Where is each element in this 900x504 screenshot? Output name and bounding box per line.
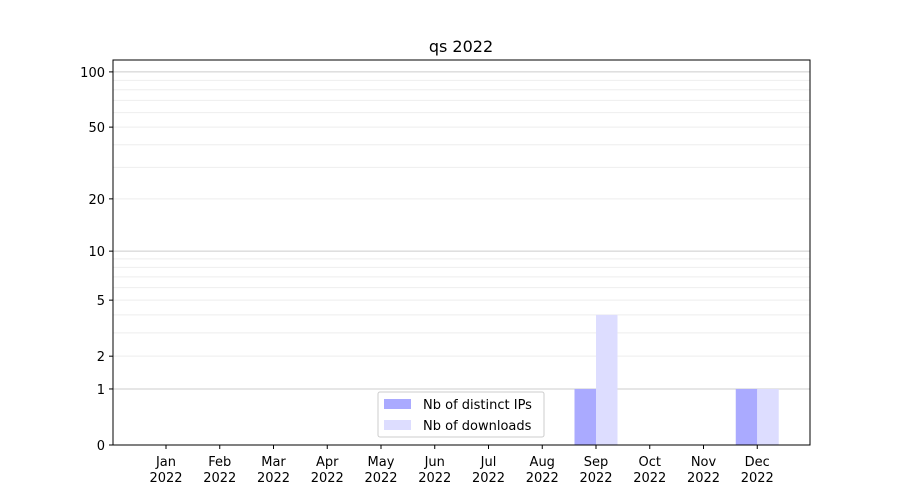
y-axis: 0 1 2 5 10 20 50 100: [80, 66, 113, 454]
y-tick-label: 1: [97, 383, 105, 398]
x-tick-label-month: Nov: [691, 455, 717, 470]
x-tick-label-month: Apr: [316, 455, 339, 470]
x-tick-label-month: Oct: [639, 455, 661, 470]
bar-distinct-ips: [735, 388, 758, 445]
x-tick-label-month: Mar: [261, 455, 286, 470]
x-tick-label-month: Jun: [424, 455, 445, 470]
y-tick-label: 0: [97, 439, 105, 454]
y-tick-label: 10: [88, 245, 105, 260]
legend-swatch-distinct-ips: [384, 399, 411, 409]
y-tick-label: 100: [80, 66, 105, 81]
grid: [113, 71, 810, 390]
legend-swatch-downloads: [384, 420, 411, 430]
x-tick-label-year: 2022: [311, 471, 344, 486]
x-tick-label-month: Sep: [584, 455, 609, 470]
bar-downloads: [596, 314, 618, 445]
x-tick-label-year: 2022: [687, 471, 720, 486]
x-tick-label-year: 2022: [633, 471, 666, 486]
y-tick-label: 50: [88, 121, 105, 136]
y-tick-label: 2: [97, 350, 105, 365]
x-tick-label-year: 2022: [741, 471, 774, 486]
x-tick-label-year: 2022: [472, 471, 505, 486]
x-tick-label-year: 2022: [526, 471, 559, 486]
y-tick-label: 20: [88, 193, 105, 208]
x-tick-label-year: 2022: [149, 471, 182, 486]
bars: [574, 314, 779, 445]
legend-label-downloads: Nb of downloads: [423, 419, 532, 434]
x-tick-label-year: 2022: [579, 471, 612, 486]
chart-title: qs 2022: [429, 37, 493, 56]
bar-distinct-ips: [574, 388, 596, 445]
x-tick-label-month: Jan: [155, 455, 176, 470]
legend-box: [377, 391, 545, 438]
legend: Nb of distinct IPs Nb of downloads: [377, 391, 545, 438]
bar-downloads: [757, 388, 779, 445]
legend-label-distinct-ips: Nb of distinct IPs: [423, 398, 532, 413]
plot-frame: [112, 59, 811, 446]
x-tick-label-year: 2022: [418, 471, 451, 486]
x-tick-label-year: 2022: [364, 471, 397, 486]
x-tick-label-year: 2022: [203, 471, 236, 486]
x-tick-label-month: Jul: [480, 455, 497, 470]
x-axis: Jan2022Feb2022Mar2022Apr2022May2022Jun20…: [149, 445, 774, 486]
x-tick-label-month: Aug: [530, 455, 555, 470]
x-tick-label-month: Dec: [745, 455, 770, 470]
y-tick-label: 5: [97, 294, 105, 309]
x-tick-label-month: Feb: [208, 455, 231, 470]
x-tick-label-month: May: [368, 455, 395, 470]
x-tick-label-year: 2022: [257, 471, 290, 486]
